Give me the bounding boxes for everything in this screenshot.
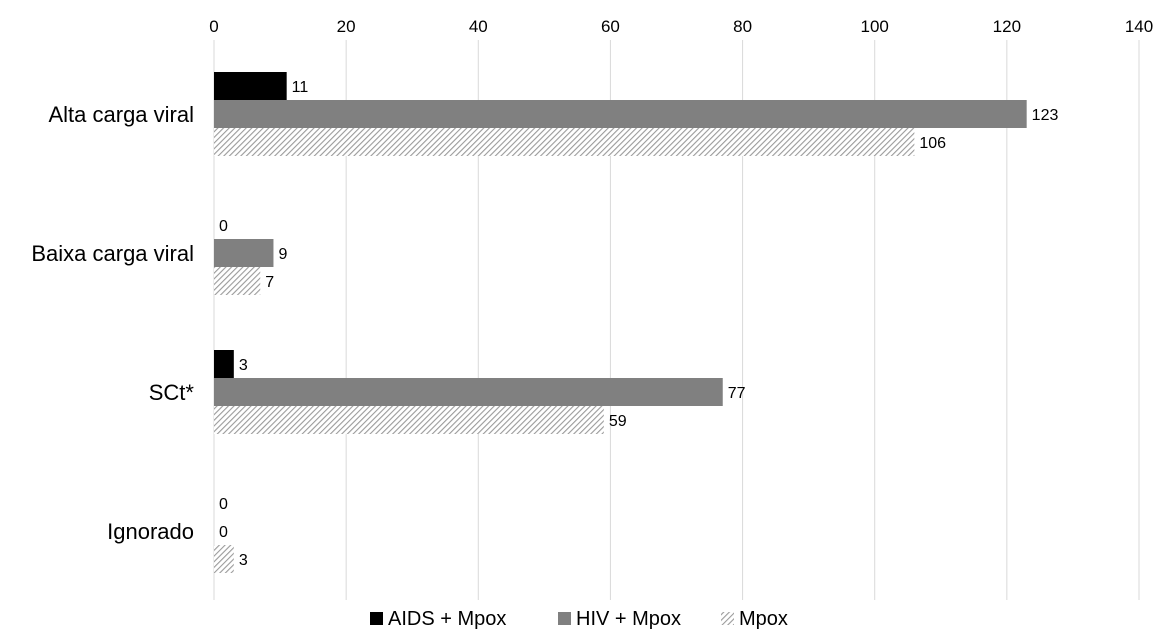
x-tick-label: 60 <box>601 17 620 36</box>
legend-label: Mpox <box>739 608 788 630</box>
category-label: SCt* <box>149 380 195 405</box>
bar <box>214 545 234 573</box>
data-label: 77 <box>728 385 746 402</box>
data-label: 7 <box>265 274 274 291</box>
data-label: 0 <box>219 524 228 541</box>
x-tick-label: 80 <box>733 17 752 36</box>
bar <box>214 239 274 267</box>
data-label: 11 <box>292 79 309 96</box>
legend-label: HIV + Mpox <box>576 608 681 630</box>
bar <box>214 72 287 100</box>
x-tick-label: 20 <box>337 17 356 36</box>
category-label: Baixa carga viral <box>31 241 194 266</box>
data-label: 3 <box>239 552 248 569</box>
x-tick-label: 100 <box>861 17 889 36</box>
x-tick-label: 140 <box>1125 17 1153 36</box>
legend-label: AIDS + Mpox <box>388 608 506 630</box>
bars <box>214 72 1027 573</box>
bar <box>214 267 261 295</box>
data-label: 3 <box>239 357 248 374</box>
category-label: Alta carga viral <box>48 102 194 127</box>
legend-swatch <box>721 612 734 625</box>
category-labels: Alta carga viral Baixa carga viral SCt* Ign… <box>31 102 194 544</box>
data-label: 106 <box>919 135 946 152</box>
bar <box>214 378 723 406</box>
legend-swatch <box>370 612 383 625</box>
x-tick-label: 40 <box>469 17 488 36</box>
data-label: 59 <box>609 413 627 430</box>
bar <box>214 100 1027 128</box>
x-axis-ticks: 0 20 40 60 80 100 120 140 <box>209 17 1153 36</box>
legend: AIDS + Mpox HIV + Mpox Mpox <box>370 608 788 630</box>
x-tick-label: 0 <box>209 17 218 36</box>
bar <box>214 350 234 378</box>
data-label: 0 <box>219 218 228 235</box>
data-label: 9 <box>278 246 287 263</box>
bar <box>214 406 604 434</box>
data-label: 123 <box>1032 107 1059 124</box>
category-label: Ignorado <box>107 519 194 544</box>
legend-swatch <box>558 612 571 625</box>
x-tick-label: 120 <box>993 17 1021 36</box>
data-label: 0 <box>219 496 228 513</box>
bar <box>214 128 915 156</box>
